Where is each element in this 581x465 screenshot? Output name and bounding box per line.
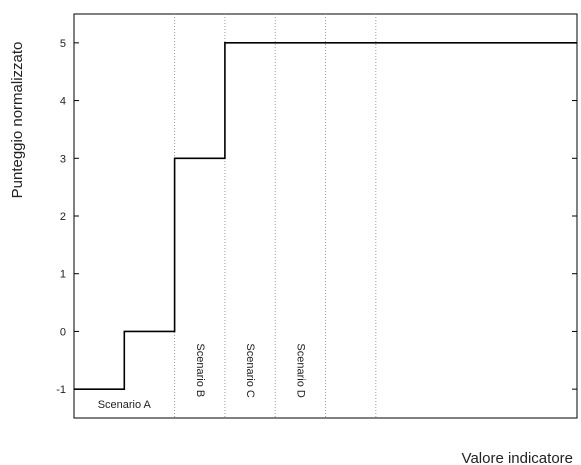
y-tick-label: 0 — [60, 326, 66, 338]
series-group — [74, 42, 577, 390]
y-tick-label: 4 — [60, 96, 66, 108]
region-labels: Scenario A Scenario B Scenario C Scenario D — [98, 343, 307, 411]
y-tick-label: 2 — [60, 211, 66, 223]
y-tick-label: 3 — [60, 153, 66, 165]
series-line — [74, 42, 577, 390]
region-label: Scenario D — [294, 343, 306, 397]
y-tick-label: 1 — [60, 269, 66, 281]
y-axis-label: Punteggio normalizzato — [9, 42, 26, 199]
region-label: Scenario C — [244, 343, 256, 397]
x-axis-label: Valore indicatore — [462, 450, 573, 465]
region-label: Scenario B — [194, 343, 206, 397]
y-tick-label: 5 — [60, 38, 66, 50]
region-label: Scenario A — [98, 399, 152, 411]
y-axis-ticks: -1 0 1 2 3 4 5 — [56, 38, 577, 396]
y-tick-label: -1 — [56, 384, 66, 396]
